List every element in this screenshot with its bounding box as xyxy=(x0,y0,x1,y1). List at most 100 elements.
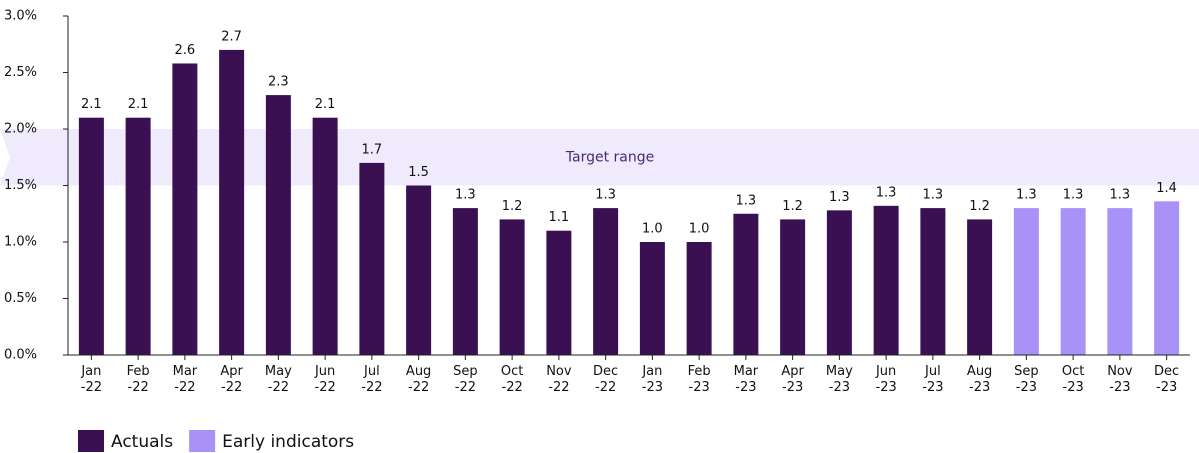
value-label: 1.2 xyxy=(782,199,803,214)
value-label: 1.3 xyxy=(1110,188,1131,203)
x-tick-label: Nov -23 xyxy=(1107,364,1133,395)
x-tick-label: Jul -23 xyxy=(922,364,943,395)
x-tick-label: Apr -22 xyxy=(220,364,243,395)
bar xyxy=(312,117,338,355)
x-tick-label-part: Jul xyxy=(924,364,941,379)
value-label: 1.2 xyxy=(502,199,523,214)
x-tick-label-part: -23 xyxy=(642,380,663,395)
x-tick-label: Dec -23 xyxy=(1154,364,1179,395)
y-tick-label: 3.0% xyxy=(4,9,37,24)
bar xyxy=(1013,208,1039,355)
x-tick-label-part: Jun xyxy=(875,364,896,379)
bar xyxy=(1060,208,1086,355)
x-tick-label-part: Dec xyxy=(593,364,618,379)
x-tick-label-part: Jul xyxy=(363,364,380,379)
x-tick-label: Jan -22 xyxy=(80,364,102,395)
value-label: 1.5 xyxy=(408,165,429,180)
value-label: 1.3 xyxy=(736,193,757,208)
x-tick-label-part: -22 xyxy=(455,380,476,395)
x-tick-label-part: Apr xyxy=(220,364,243,379)
value-label: 2.7 xyxy=(221,29,242,44)
x-tick-label: May -23 xyxy=(826,364,853,395)
value-label: 1.0 xyxy=(642,222,663,237)
x-tick-label: Feb -23 xyxy=(688,364,711,395)
x-tick-label-part: -22 xyxy=(595,380,616,395)
bar xyxy=(406,185,432,355)
x-tick-label-part: -23 xyxy=(922,380,943,395)
x-tick-label-part: -23 xyxy=(782,380,803,395)
x-tick-label: Mar -22 xyxy=(173,364,198,395)
x-tick-label-part: Jun xyxy=(314,364,335,379)
x-tick-label-part: -22 xyxy=(81,380,102,395)
value-label: 2.1 xyxy=(128,97,149,112)
bar xyxy=(1107,208,1133,355)
x-tick-label: Aug -23 xyxy=(967,364,992,395)
bar xyxy=(546,230,572,355)
bar xyxy=(920,208,946,355)
x-tick-label-part: Nov xyxy=(1107,364,1133,379)
x-tick-label-part: Nov xyxy=(546,364,572,379)
bar xyxy=(639,242,665,355)
x-tick-label: Feb -22 xyxy=(127,364,150,395)
x-tick-label-part: -22 xyxy=(221,380,242,395)
bar xyxy=(733,213,759,355)
legend-swatch xyxy=(78,430,104,452)
x-tick-label-part: -22 xyxy=(361,380,382,395)
x-tick-label-part: -23 xyxy=(689,380,710,395)
x-tick-label: Oct -23 xyxy=(1062,364,1084,395)
bar xyxy=(967,219,993,355)
y-tick-label: 1.0% xyxy=(4,235,37,250)
x-tick-label-part: Sep xyxy=(1014,364,1039,379)
x-tick-label: Sep -22 xyxy=(453,364,478,395)
x-tick-label-part: Feb xyxy=(688,364,711,379)
x-tick-label: Oct -22 xyxy=(501,364,523,395)
bar xyxy=(499,219,525,355)
value-label: 1.3 xyxy=(876,185,897,200)
value-label: 1.3 xyxy=(829,190,850,205)
bar xyxy=(172,63,198,356)
x-tick-label: Nov -22 xyxy=(546,364,572,395)
x-tick-label: Jul -22 xyxy=(361,364,382,395)
value-label: 1.3 xyxy=(455,188,476,203)
x-tick-label-part: Mar xyxy=(173,364,198,379)
x-tick-label-part: Feb xyxy=(127,364,150,379)
x-tick-label: Sep -23 xyxy=(1014,364,1039,395)
x-tick-label-part: -22 xyxy=(548,380,569,395)
x-tick-label: May -22 xyxy=(265,364,292,395)
x-tick-label-part: Dec xyxy=(1154,364,1179,379)
bar xyxy=(873,205,899,355)
bar xyxy=(219,49,245,356)
x-tick-label-part: -23 xyxy=(735,380,756,395)
y-tick-label: 2.0% xyxy=(4,122,37,137)
value-label: 1.1 xyxy=(549,210,570,225)
value-label: 1.3 xyxy=(595,188,616,203)
x-tick-label-part: Jan xyxy=(80,364,101,379)
legend-label: Actuals xyxy=(111,432,173,452)
x-tick-label-part: Aug xyxy=(406,364,431,379)
x-tick-label-part: -23 xyxy=(1016,380,1037,395)
x-tick-label-part: -22 xyxy=(315,380,336,395)
value-label: 2.1 xyxy=(315,97,336,112)
bar xyxy=(826,210,852,355)
bar xyxy=(452,208,478,355)
x-tick-label-part: Jan xyxy=(641,364,662,379)
x-tick-label: Jun -22 xyxy=(314,364,336,395)
x-tick-label-part: -23 xyxy=(829,380,850,395)
value-label: 1.3 xyxy=(1016,188,1037,203)
bar xyxy=(125,117,151,355)
value-label: 1.4 xyxy=(1156,181,1177,196)
x-tick-label-part: -23 xyxy=(969,380,990,395)
x-tick-label-part: -23 xyxy=(1156,380,1177,395)
x-tick-label: Apr -23 xyxy=(781,364,804,395)
y-tick-label: 0.0% xyxy=(4,348,37,363)
value-label: 1.7 xyxy=(362,142,383,157)
value-label: 2.1 xyxy=(81,97,102,112)
x-tick-label-part: -23 xyxy=(1109,380,1130,395)
x-tick-label: Aug -22 xyxy=(406,364,431,395)
x-tick-label-part: -22 xyxy=(408,380,429,395)
bar xyxy=(686,242,712,355)
value-label: 1.0 xyxy=(689,222,710,237)
x-tick-label-part: -22 xyxy=(174,380,195,395)
y-tick-label: 2.5% xyxy=(4,65,37,80)
